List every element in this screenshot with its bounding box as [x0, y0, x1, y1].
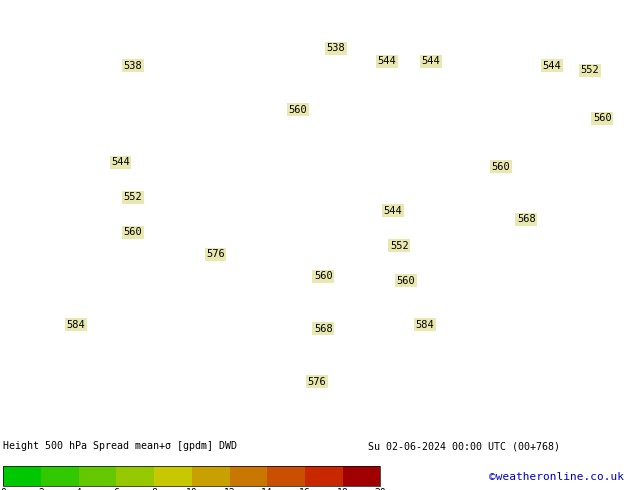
Text: 538: 538	[124, 61, 143, 71]
Text: 584: 584	[67, 319, 86, 330]
Text: 6: 6	[113, 489, 119, 490]
Bar	[342, 466, 380, 486]
Text: 20: 20	[375, 489, 386, 490]
Bar	[154, 466, 191, 486]
Text: 18: 18	[337, 489, 349, 490]
Text: 560: 560	[124, 227, 143, 238]
Text: 4: 4	[75, 489, 82, 490]
Text: 538: 538	[327, 43, 346, 53]
Text: 544: 544	[542, 61, 561, 71]
Bar	[3, 466, 41, 486]
Text: 0: 0	[0, 489, 6, 490]
Text: 14: 14	[261, 489, 273, 490]
Text: 560: 560	[491, 162, 510, 172]
Bar	[41, 466, 79, 486]
Text: 560: 560	[396, 276, 415, 286]
Text: 10: 10	[186, 489, 198, 490]
Text: 584: 584	[415, 319, 434, 330]
Text: 16: 16	[299, 489, 311, 490]
Text: 560: 560	[593, 113, 612, 123]
Text: 560: 560	[314, 271, 333, 281]
Text: 568: 568	[517, 214, 536, 224]
Bar	[305, 466, 342, 486]
Text: 544: 544	[111, 157, 130, 167]
Text: 12: 12	[224, 489, 235, 490]
Text: 560: 560	[288, 105, 307, 115]
Text: 2: 2	[38, 489, 44, 490]
Bar	[191, 466, 230, 486]
Text: 576: 576	[206, 249, 225, 259]
Text: 552: 552	[390, 241, 409, 250]
Text: Height 500 hPa Spread mean+σ [gpdm] DWD: Height 500 hPa Spread mean+σ [gpdm] DWD	[3, 441, 237, 451]
Text: Su 02-06-2024 00:00 UTC (00+768): Su 02-06-2024 00:00 UTC (00+768)	[368, 441, 560, 451]
Bar	[117, 466, 154, 486]
Text: 568: 568	[314, 324, 333, 334]
Text: 576: 576	[307, 376, 327, 387]
Text: 544: 544	[422, 56, 441, 67]
Bar	[3, 466, 380, 486]
Text: ©weatheronline.co.uk: ©weatheronline.co.uk	[489, 472, 624, 482]
Text: 552: 552	[580, 65, 599, 75]
Bar	[230, 466, 268, 486]
Text: 544: 544	[377, 56, 396, 67]
Text: 552: 552	[124, 193, 143, 202]
Text: 544: 544	[384, 205, 403, 216]
Bar	[268, 466, 305, 486]
Text: 8: 8	[151, 489, 157, 490]
Bar	[79, 466, 117, 486]
